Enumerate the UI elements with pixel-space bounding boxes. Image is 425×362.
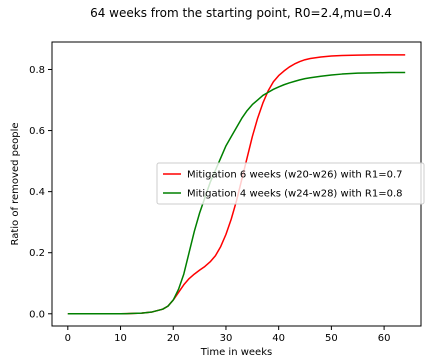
legend-label-2: Mitigation 4 weeks (w24-w28) with R1=0.8 [187, 189, 403, 200]
x-tick-label: 40 [272, 333, 285, 344]
x-tick-label: 0 [65, 333, 71, 344]
x-tick-label: 20 [167, 333, 180, 344]
x-tick-label: 60 [378, 333, 391, 344]
y-tick-label: 0.4 [29, 187, 45, 198]
chart-title: 64 weeks from the starting point, R0=2.4… [90, 6, 392, 20]
y-tick-label: 0.8 [29, 65, 45, 76]
legend-box [156, 162, 425, 205]
y-tick-label: 0.2 [29, 248, 45, 259]
x-tick-label: 10 [114, 333, 127, 344]
legend-label-1: Mitigation 6 weeks (w20-w26) with R1=0.7 [187, 170, 403, 181]
x-axis-label: Time in weeks [200, 347, 272, 358]
y-axis-label: Ratio of removed people [10, 122, 21, 245]
series-line-2 [67, 71, 406, 315]
x-tick-label: 30 [220, 333, 233, 344]
axis-ticks: 0 10 20 30 40 50 60 0.0 0.2 0.4 0.6 0.8 [29, 65, 390, 344]
legend: Mitigation 6 weeks (w20-w26) with R1=0.7… [156, 162, 425, 205]
x-tick-label: 50 [325, 333, 338, 344]
y-tick-label: 0.0 [29, 309, 45, 320]
y-tick-label: 0.6 [29, 126, 45, 137]
